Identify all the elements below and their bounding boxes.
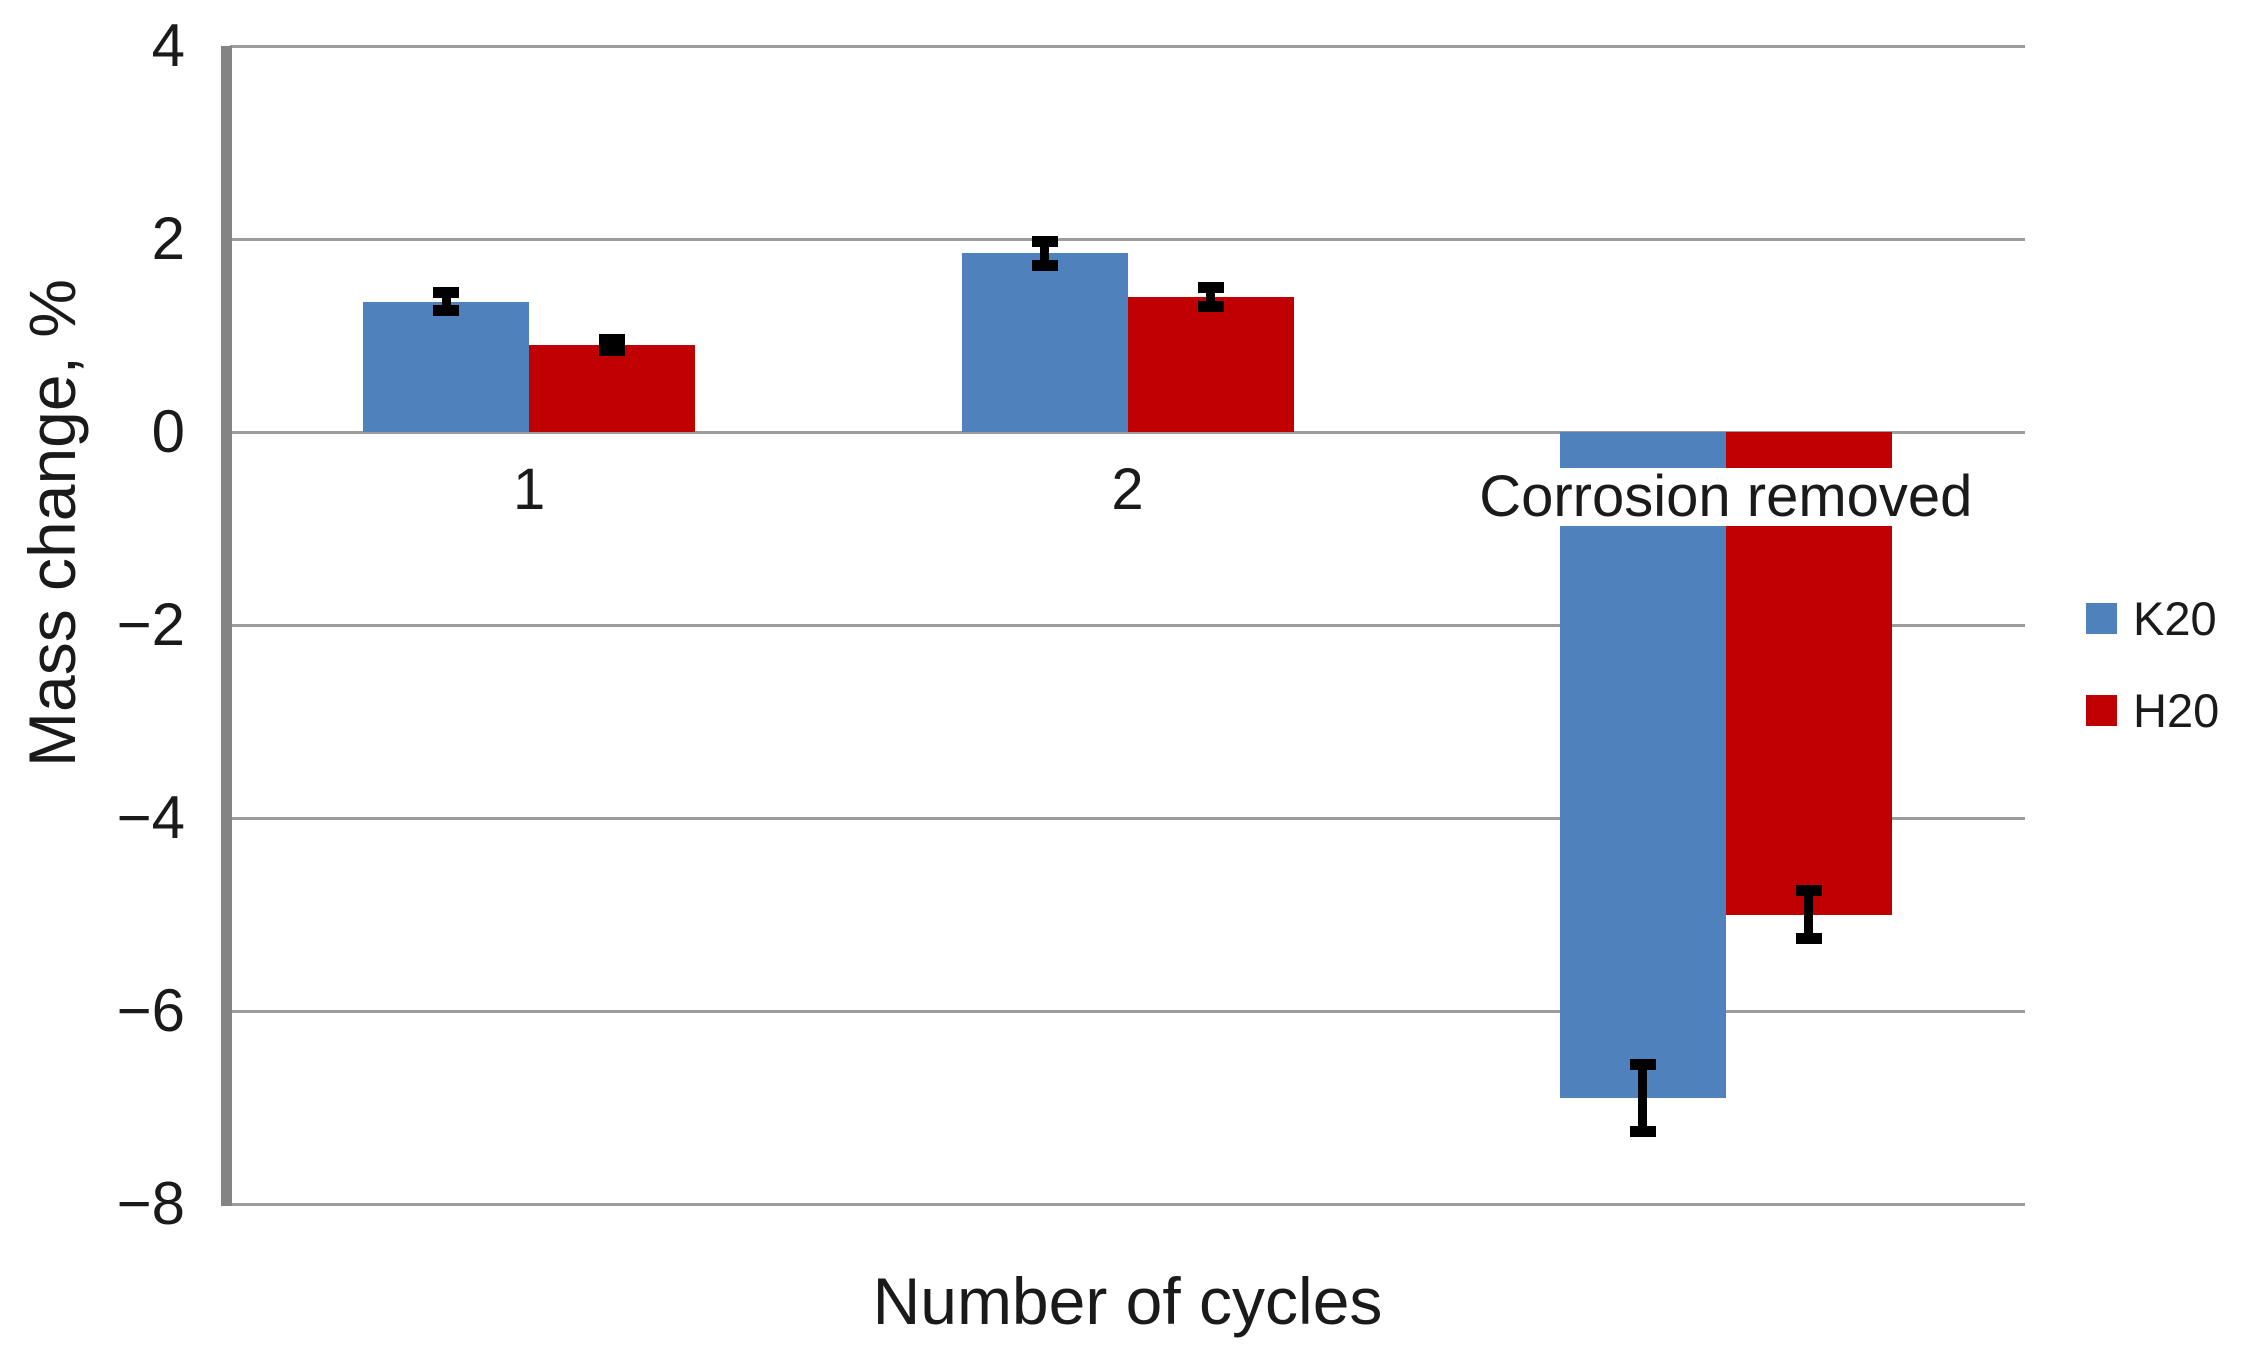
error-bar — [1040, 240, 1049, 266]
error-bar-cap — [433, 305, 460, 317]
bar-k20 — [961, 253, 1128, 432]
gridline — [230, 238, 2025, 241]
y-tick-label: 2 — [151, 205, 185, 272]
error-bar-cap — [1031, 260, 1058, 272]
y-axis-line — [221, 46, 232, 1206]
legend-item: H20 — [2086, 687, 2219, 734]
error-bar-cap — [433, 287, 460, 299]
legend-item: K20 — [2086, 595, 2217, 642]
bar-h20 — [529, 345, 696, 432]
y-tick-label: −2 — [116, 591, 185, 658]
y-tick-label: 4 — [151, 12, 185, 79]
x-axis-title: Number of cycles — [872, 1264, 1383, 1338]
error-bar-cap — [1197, 300, 1224, 312]
y-tick-label: 0 — [151, 398, 185, 465]
y-tick-label: −8 — [116, 1170, 185, 1237]
gridline — [230, 817, 2025, 820]
error-bar-cap — [1629, 1059, 1656, 1071]
legend-swatch-k20 — [2086, 603, 2117, 634]
error-bar-cap — [599, 344, 626, 356]
y-axis-title: Mass change, % — [15, 279, 89, 767]
gridline — [230, 1203, 2025, 1206]
gridline — [230, 624, 2025, 627]
error-bar-cap — [1031, 235, 1058, 247]
gridline — [230, 431, 2025, 434]
legend-swatch-h20 — [2086, 695, 2117, 726]
gridline — [230, 1010, 2025, 1013]
error-bar — [1206, 287, 1215, 307]
category-label: 2 — [1111, 457, 1144, 522]
category-label: 1 — [513, 457, 546, 522]
legend-label: H20 — [2133, 684, 2220, 737]
y-tick-label: −4 — [116, 784, 185, 851]
error-bar-cap — [1795, 885, 1822, 897]
bar-k20 — [363, 301, 530, 432]
y-tick-label: −6 — [116, 977, 185, 1044]
gridline — [230, 45, 2025, 48]
bar-h20 — [1127, 296, 1294, 432]
error-bar — [441, 292, 451, 312]
error-bar-cap — [1795, 932, 1822, 944]
category-label-corrosion-removed: Corrosion removed — [1467, 468, 1985, 526]
error-bar — [1804, 890, 1814, 939]
bar-k20 — [1559, 432, 1726, 1098]
error-bar — [1638, 1064, 1648, 1132]
error-bar-cap — [1629, 1125, 1656, 1137]
legend-label: K20 — [2133, 592, 2217, 645]
error-bar-cap — [599, 334, 626, 346]
error-bar-cap — [1197, 282, 1224, 294]
